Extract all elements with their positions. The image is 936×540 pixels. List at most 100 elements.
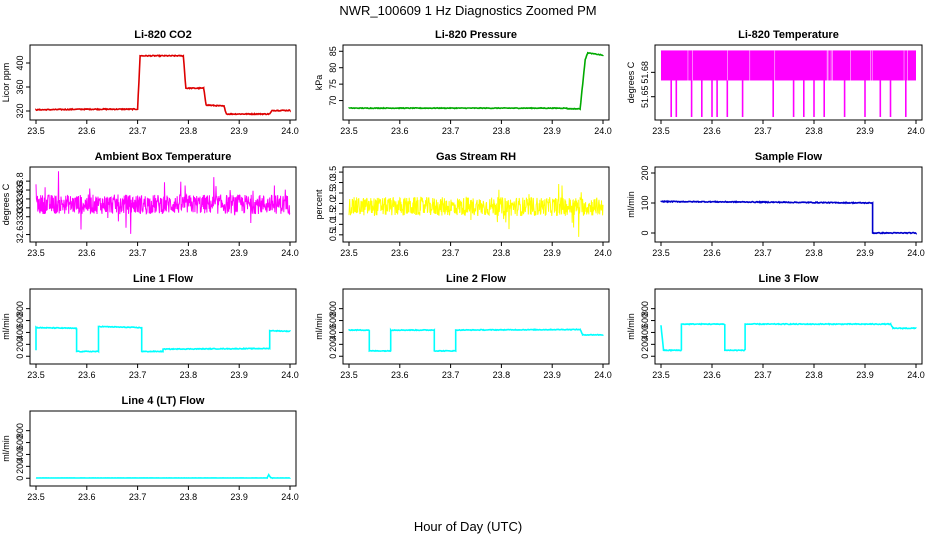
x-tick-label: 24.0 [907, 126, 925, 136]
data-layer [35, 325, 291, 354]
panel-rh: Gas Stream RH 23.5 23.6 23.7 23.8 23.9 24.0 0.5… [314, 151, 612, 258]
y-tick-label: 70 [328, 96, 338, 106]
series-line [660, 322, 917, 352]
y-tick-label: 200 [15, 337, 25, 352]
plot-frame [654, 288, 923, 365]
x-tick-label: 23.8 [805, 126, 823, 136]
y-tick-label: 360 [15, 79, 25, 94]
x-tick-label: 23.7 [442, 248, 460, 258]
y-tick-label: 200 [328, 337, 338, 352]
x-tick-label: 24.0 [281, 126, 299, 136]
panel-line4: Line 4 (LT) Flow 23.5 23.6 23.7 23.8 23.9 24.0… [1, 395, 299, 502]
plot-frame [654, 44, 923, 121]
figure-title: NWR_100609 1 Hz Diagnostics Zoomed PM [339, 3, 596, 18]
x-tick-label: 23.9 [230, 248, 248, 258]
x-tick-label: 23.8 [180, 248, 198, 258]
y-tick-label: 51.65 [640, 85, 650, 108]
y-tick-label: 51.68 [640, 61, 650, 84]
y-tick-label: 1.0 [328, 218, 338, 231]
x-tick-label: 23.5 [27, 248, 45, 258]
x-tick-label: 23.5 [27, 492, 45, 502]
y-tick-label: 75 [328, 79, 338, 89]
y-axis-label: Licor ppm [1, 63, 11, 103]
data-layer [35, 171, 291, 234]
data-layer [35, 473, 291, 480]
temperature-band [661, 50, 916, 81]
y-tick-label: 3.0 [328, 176, 338, 189]
x-tick-label: 24.0 [281, 248, 299, 258]
panel-line2: Line 2 Flow 23.5 23.6 23.7 23.8 23.9 24.0 0 2004… [314, 273, 612, 380]
y-tick-label: 400 [640, 325, 650, 340]
y-tick-label: 32.6 [15, 226, 25, 244]
x-tick-label: 23.8 [493, 370, 511, 380]
x-tick-label: 23.6 [703, 370, 721, 380]
y-tick-label: 2.0 [328, 197, 338, 210]
x-tick-label: 23.9 [856, 370, 874, 380]
x-tick-label: 24.0 [594, 126, 612, 136]
y-tick-label: 200 [640, 337, 650, 352]
x-tick-label: 23.9 [230, 370, 248, 380]
x-tick-label: 23.7 [129, 248, 147, 258]
panel-title: Line 1 Flow [133, 273, 193, 285]
x-tick-label: 23.6 [391, 126, 409, 136]
x-axis-label: Hour of Day (UTC) [414, 519, 522, 534]
x-tick-label: 23.6 [391, 370, 409, 380]
x-tick-label: 23.5 [340, 248, 358, 258]
y-tick-label: 80 [328, 63, 338, 73]
y-axis-label: degrees C [1, 183, 11, 225]
x-tick-label: 23.7 [129, 492, 147, 502]
data-layer [348, 327, 604, 353]
plot-frame [29, 288, 297, 365]
x-tick-label: 23.7 [442, 126, 460, 136]
y-tick-label: 33.4 [15, 190, 25, 208]
x-tick-label: 23.5 [652, 248, 670, 258]
series-line [35, 473, 291, 480]
x-tick-label: 23.8 [180, 126, 198, 136]
x-tick-label: 23.8 [180, 370, 198, 380]
y-axis-label: ml/min [626, 191, 636, 218]
panel-ambient: Ambient Box Temperature 23.5 23.6 23.7 23.8 2… [1, 151, 299, 258]
x-tick-label: 23.5 [27, 126, 45, 136]
y-tick-label: 800 [640, 301, 650, 316]
y-axis-label: ml/min [626, 313, 636, 340]
y-tick-label: 85 [328, 46, 338, 56]
y-tick-label: 0.5 [328, 229, 338, 242]
x-tick-label: 23.9 [856, 126, 874, 136]
panel-title: Line 4 (LT) Flow [122, 395, 205, 407]
x-tick-label: 23.6 [391, 248, 409, 258]
y-tick-label: 33.2 [15, 199, 25, 217]
x-tick-label: 23.8 [493, 248, 511, 258]
y-tick-label: 0 [328, 354, 338, 359]
y-tick-label: 0 [15, 354, 25, 359]
panel-title: Li-820 CO2 [134, 29, 191, 41]
x-tick-label: 23.7 [754, 370, 772, 380]
panel-title: Li-820 Temperature [738, 29, 839, 41]
x-tick-label: 23.8 [805, 248, 823, 258]
x-tick-label: 23.9 [543, 248, 561, 258]
panel-title: Line 2 Flow [446, 273, 506, 285]
series-noise [35, 171, 291, 234]
data-layer [660, 322, 917, 352]
x-tick-label: 23.9 [230, 126, 248, 136]
y-tick-label: 33.0 [15, 208, 25, 226]
series-line [348, 51, 604, 111]
panel-title: Sample Flow [755, 151, 823, 163]
x-tick-label: 23.6 [78, 126, 96, 136]
x-tick-label: 24.0 [907, 248, 925, 258]
y-axis-label: ml/min [1, 435, 11, 462]
x-tick-label: 23.5 [27, 370, 45, 380]
y-tick-label: 0 [640, 230, 650, 235]
y-tick-label: 0 [640, 354, 650, 359]
data-layer [348, 51, 604, 111]
y-tick-label: 3.5 [328, 166, 338, 179]
plot-frame [654, 166, 923, 243]
x-tick-label: 23.8 [493, 126, 511, 136]
y-tick-label: 800 [328, 301, 338, 316]
x-tick-label: 23.8 [180, 492, 198, 502]
data-layer [661, 50, 916, 117]
y-tick-label: 2.5 [328, 187, 338, 200]
y-tick-label: 400 [328, 325, 338, 340]
panel-line3: Line 3 Flow 23.5 23.6 23.7 23.8 23.9 24.0 0 2004… [626, 273, 925, 380]
